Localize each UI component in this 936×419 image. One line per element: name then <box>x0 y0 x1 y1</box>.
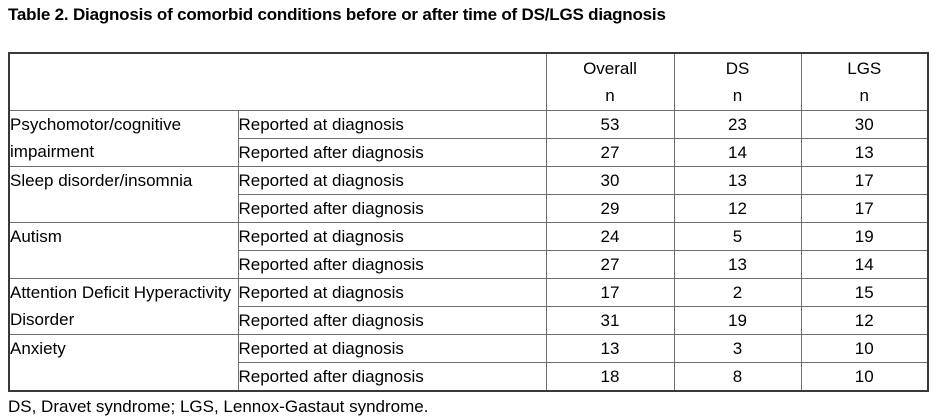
header-overall-n: n <box>605 86 615 105</box>
lgs-value: 14 <box>800 250 929 279</box>
header-overall: Overall n <box>545 52 675 111</box>
overall-value: 18 <box>545 362 675 392</box>
overall-value: 17 <box>545 278 675 307</box>
ds-value: 14 <box>673 138 802 167</box>
table-row: Reported after diagnosis 31 19 12 <box>9 306 929 335</box>
lgs-value: 17 <box>800 194 929 223</box>
table-row: Sleep disorder/insomnia Reported at diag… <box>8 166 929 223</box>
lgs-value: 10 <box>800 334 929 363</box>
ds-value: 23 <box>673 110 802 139</box>
comorbid-conditions-table: Overall n DS n LGS n Psychomotor/cogniti… <box>8 52 929 392</box>
header-ds: DS n <box>673 52 802 111</box>
timing-cell: Reported after diagnosis <box>237 362 547 392</box>
ds-value: 3 <box>673 334 802 363</box>
ds-value: 13 <box>673 250 802 279</box>
overall-value: 24 <box>545 222 675 251</box>
ds-value: 13 <box>673 166 802 195</box>
header-lgs-label: LGS <box>847 59 882 78</box>
lgs-value: 10 <box>800 362 929 392</box>
lgs-value: 30 <box>800 110 929 139</box>
header-ds-label: DS <box>725 59 750 78</box>
overall-value: 53 <box>545 110 675 139</box>
overall-value: 31 <box>545 306 675 335</box>
ds-value: 19 <box>673 306 802 335</box>
condition-cell-anxiety: Anxiety <box>8 334 239 392</box>
lgs-value: 13 <box>800 138 929 167</box>
header-blank-cell <box>8 52 547 111</box>
table-row: Reported after diagnosis 27 14 13 <box>9 138 929 167</box>
timing-cell: Reported after diagnosis <box>237 250 547 279</box>
condition-cell-psychomotor: Psychomotor/cognitive impairment <box>8 110 239 167</box>
lgs-value: 15 <box>800 278 929 307</box>
lgs-value: 12 <box>800 306 929 335</box>
overall-value: 29 <box>545 194 675 223</box>
ds-value: 5 <box>673 222 802 251</box>
header-lgs-n: n <box>859 86 869 105</box>
timing-cell: Reported at diagnosis <box>237 166 547 195</box>
header-overall-label: Overall <box>583 59 637 78</box>
timing-cell: Reported after diagnosis <box>237 194 547 223</box>
timing-cell: Reported at diagnosis <box>237 222 547 251</box>
table-title: Table 2. Diagnosis of comorbid condition… <box>8 5 666 24</box>
table-row: Anxiety Reported at diagnosis 13 3 10 <box>8 334 929 392</box>
table-head: Overall n DS n LGS n <box>8 52 929 111</box>
ds-value: 12 <box>673 194 802 223</box>
header-lgs: LGS n <box>800 52 929 111</box>
condition-cell-autism: Autism <box>8 222 239 279</box>
condition-cell-adhd: Attention Deficit Hyperactivity Disorder <box>8 278 239 335</box>
footnote: DS, Dravet syndrome; LGS, Lennox-Gastaut… <box>8 397 429 416</box>
ds-value: 8 <box>673 362 802 392</box>
table-row: Autism Reported at diagnosis 24 5 19 <box>8 222 929 279</box>
overall-value: 30 <box>545 166 675 195</box>
condition-cell-sleep: Sleep disorder/insomnia <box>8 166 239 223</box>
table-row: Psychomotor/cognitive impairment Reporte… <box>8 110 929 167</box>
table-row: Reported after diagnosis 29 12 17 <box>9 194 929 223</box>
table-row: Attention Deficit Hyperactivity Disorder… <box>8 278 929 335</box>
table-row: Reported after diagnosis 27 13 14 <box>9 250 929 279</box>
timing-cell: Reported after diagnosis <box>237 138 547 167</box>
header-row: Overall n DS n LGS n <box>8 52 929 111</box>
ds-value: 2 <box>673 278 802 307</box>
overall-value: 27 <box>545 138 675 167</box>
table-body: Psychomotor/cognitive impairment Reporte… <box>8 110 929 392</box>
timing-cell: Reported at diagnosis <box>237 278 547 307</box>
header-ds-n: n <box>732 86 743 105</box>
table-row: Reported after diagnosis 18 8 10 <box>9 362 929 392</box>
overall-value: 13 <box>545 334 675 363</box>
timing-cell: Reported at diagnosis <box>237 110 547 139</box>
overall-value: 27 <box>545 250 675 279</box>
lgs-value: 19 <box>800 222 929 251</box>
timing-cell: Reported at diagnosis <box>237 334 547 363</box>
timing-cell: Reported after diagnosis <box>237 306 547 335</box>
lgs-value: 17 <box>800 166 929 195</box>
